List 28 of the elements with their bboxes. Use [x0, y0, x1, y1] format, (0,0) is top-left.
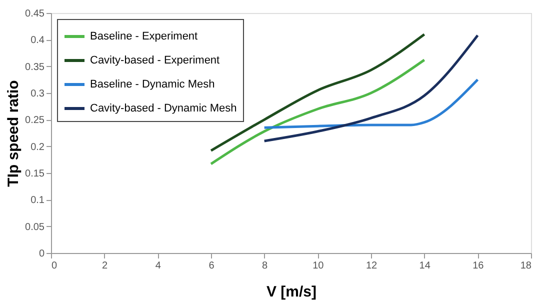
x-tick-label: 8 [262, 260, 268, 272]
y-tick-label: 0 [38, 248, 45, 260]
y-tick-label: 0.3 [30, 88, 45, 100]
x-tick-label: 12 [366, 260, 378, 272]
y-tick-label: 0.1 [30, 195, 45, 206]
x-tick-label: 6 [208, 260, 215, 272]
y-tick-label: 0.4 [30, 35, 45, 46]
line-series [263, 34, 479, 142]
x-tick-label: 16 [472, 260, 484, 272]
x-tick-label: 18 [520, 260, 532, 272]
legend-label: Cavity-based - Dynamic Mesh [90, 102, 237, 114]
y-tick-label: 0.05 [25, 222, 45, 233]
x-tick-label: 10 [312, 260, 324, 272]
x-tick-label: 0 [52, 260, 58, 272]
x-tick-label: 2 [102, 260, 108, 272]
legend-label: Baseline - Dynamic Mesh [90, 78, 215, 90]
x-tick-label: 14 [419, 260, 431, 272]
y-tick-label: 0.45 [25, 8, 45, 20]
legend-label: Cavity-based - Experiment [90, 54, 220, 66]
y-tick-label: 0.2 [30, 142, 45, 153]
y-tick-label: 0.35 [25, 62, 45, 73]
legend-label: Baseline - Experiment [90, 30, 198, 42]
y-tick-label: 0.15 [25, 168, 45, 180]
line-series [263, 78, 479, 129]
y-axis-title: TIp speed ratio [5, 80, 22, 187]
x-axis-title: V [m/s] [266, 284, 317, 300]
y-tick-label: 0.25 [25, 115, 45, 126]
x-tick-label: 4 [155, 260, 162, 272]
